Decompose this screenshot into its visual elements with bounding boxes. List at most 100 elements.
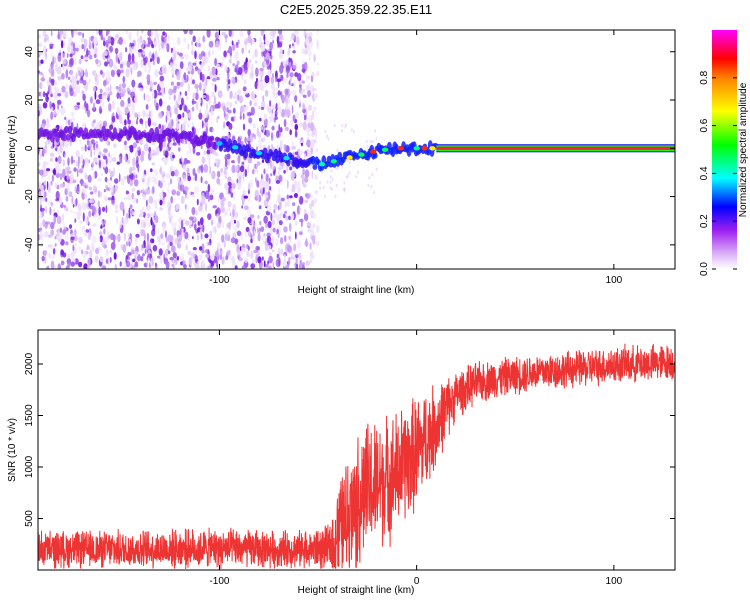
noise-speckle: [233, 196, 236, 200]
noise-speckle: [329, 175, 332, 179]
noise-speckle: [72, 42, 76, 52]
noise-speckle: [124, 175, 127, 180]
noise-speckle: [304, 48, 308, 55]
noise-speckle: [314, 130, 317, 137]
noise-speckle: [232, 63, 235, 67]
noise-speckle: [259, 80, 264, 88]
noise-speckle: [65, 206, 69, 212]
noise-speckle: [103, 228, 106, 235]
snr-x-label: Height of straight line (km): [298, 585, 415, 596]
noise-speckle: [283, 259, 287, 268]
noise-speckle: [183, 264, 187, 269]
noise-speckle: [241, 47, 244, 54]
noise-speckle: [184, 53, 189, 60]
noise-speckle: [287, 198, 290, 208]
noise-speckle: [246, 137, 251, 142]
noise-speckle: [297, 73, 302, 81]
noise-speckle: [223, 111, 226, 118]
spectrogram-steady-line: [436, 144, 675, 153]
noise-speckle: [252, 169, 255, 175]
noise-speckle: [188, 257, 193, 266]
noise-speckle: [57, 155, 62, 165]
noise-speckle: [283, 254, 286, 261]
noise-speckle: [82, 32, 84, 39]
colorbar-tick-label: 0.8: [699, 70, 710, 84]
noise-speckle: [94, 90, 97, 100]
noise-speckle: [270, 76, 275, 85]
noise-speckle: [89, 249, 93, 259]
noise-speckle: [369, 139, 372, 144]
noise-speckle: [312, 212, 317, 219]
noise-speckle: [57, 30, 60, 40]
noise-speckle: [272, 227, 276, 233]
noise-speckle: [185, 244, 188, 251]
noise-speckle: [54, 236, 57, 240]
noise-speckle: [236, 50, 238, 57]
noise-speckle: [217, 90, 223, 98]
noise-speckle: [223, 121, 226, 129]
noise-speckle: [281, 37, 284, 41]
noise-speckle: [309, 85, 315, 94]
noise-speckle: [205, 94, 210, 102]
noise-speckle: [242, 113, 245, 120]
noise-speckle: [76, 123, 79, 130]
noise-speckle: [122, 76, 126, 83]
noise-speckle: [62, 141, 65, 148]
noise-speckle: [114, 184, 118, 192]
noise-speckle: [148, 110, 151, 119]
noise-speckle: [169, 216, 172, 224]
noise-speckle: [194, 50, 197, 60]
noise-speckle: [140, 154, 145, 162]
noise-speckle: [244, 136, 247, 144]
noise-speckle: [257, 80, 260, 84]
noise-speckle: [310, 194, 313, 199]
noise-speckle: [144, 169, 146, 175]
noise-speckle: [119, 155, 123, 164]
noise-speckle: [118, 115, 123, 122]
noise-speckle: [307, 50, 312, 57]
noise-speckle: [239, 165, 245, 173]
noise-speckle: [157, 235, 161, 242]
noise-speckle: [226, 222, 231, 228]
noise-speckle: [326, 134, 328, 138]
noise-speckle: [305, 260, 311, 266]
noise-speckle: [165, 236, 168, 243]
noise-speckle: [263, 41, 266, 45]
noise-speckle: [227, 71, 230, 80]
noise-speckle: [276, 35, 280, 45]
noise-speckle: [300, 174, 305, 179]
noise-speckle: [40, 229, 43, 235]
noise-speckle: [61, 213, 65, 222]
noise-speckle: [134, 94, 138, 104]
noise-speckle: [187, 250, 191, 256]
noise-speckle: [167, 187, 170, 195]
noise-speckle: [180, 123, 183, 133]
noise-speckle: [235, 44, 239, 48]
noise-speckle: [207, 213, 212, 221]
noise-speckle: [224, 210, 228, 215]
noise-speckle: [216, 177, 221, 185]
noise-speckle: [93, 119, 96, 124]
noise-speckle: [211, 128, 214, 132]
noise-speckle: [214, 157, 218, 164]
noise-speckle: [50, 221, 55, 230]
noise-speckle: [261, 159, 265, 163]
noise-speckle: [122, 244, 127, 253]
noise-speckle: [95, 247, 100, 255]
noise-speckle: [224, 65, 228, 73]
noise-speckle: [74, 218, 77, 223]
noise-speckle: [157, 92, 162, 96]
noise-speckle: [214, 103, 220, 109]
noise-speckle: [62, 252, 67, 258]
noise-speckle: [49, 45, 53, 50]
noise-speckle: [132, 59, 135, 64]
noise-speckle: [90, 149, 93, 158]
noise-speckle: [107, 38, 112, 43]
noise-speckle: [257, 145, 261, 149]
noise-speckle: [172, 142, 177, 146]
noise-speckle: [209, 230, 213, 239]
noise-speckle: [94, 255, 99, 263]
x-tick-label: 100: [606, 275, 623, 286]
noise-speckle: [87, 199, 90, 204]
noise-speckle: [255, 245, 261, 251]
